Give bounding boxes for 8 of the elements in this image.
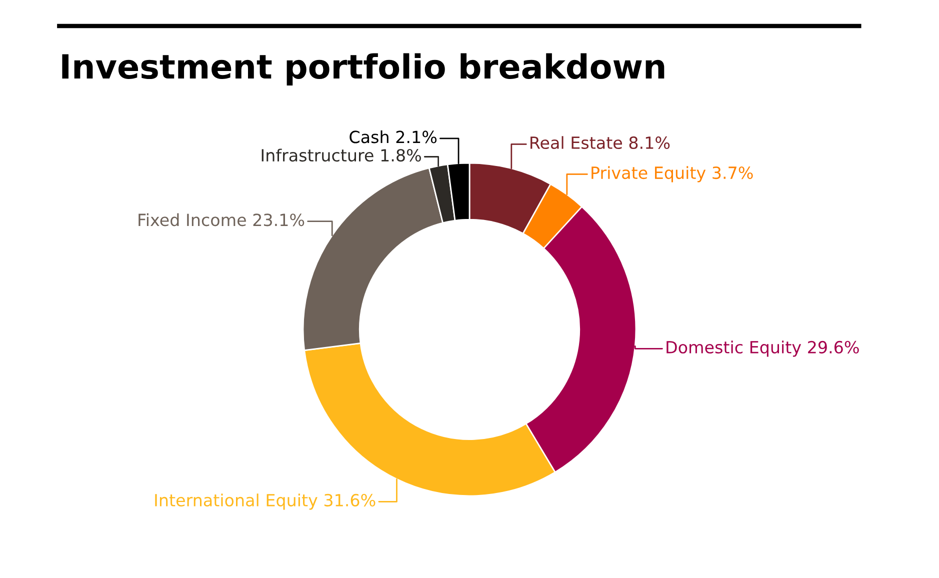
chart-title: Investment portfolio breakdown	[62, 53, 664, 86]
slice-label: Infrastructure 1.8%	[262, 148, 421, 162]
slice-label: Domestic Equity 29.6%	[666, 340, 859, 357]
slice-label: Cash 2.1%	[350, 130, 437, 144]
slice-label: Private Equity 3.7%	[592, 166, 753, 182]
slice-label: International Equity 31.6%	[155, 494, 376, 510]
slice-label: Real Estate 8.1%	[530, 136, 670, 150]
slice-label: Fixed Income 23.1%	[138, 213, 304, 226]
